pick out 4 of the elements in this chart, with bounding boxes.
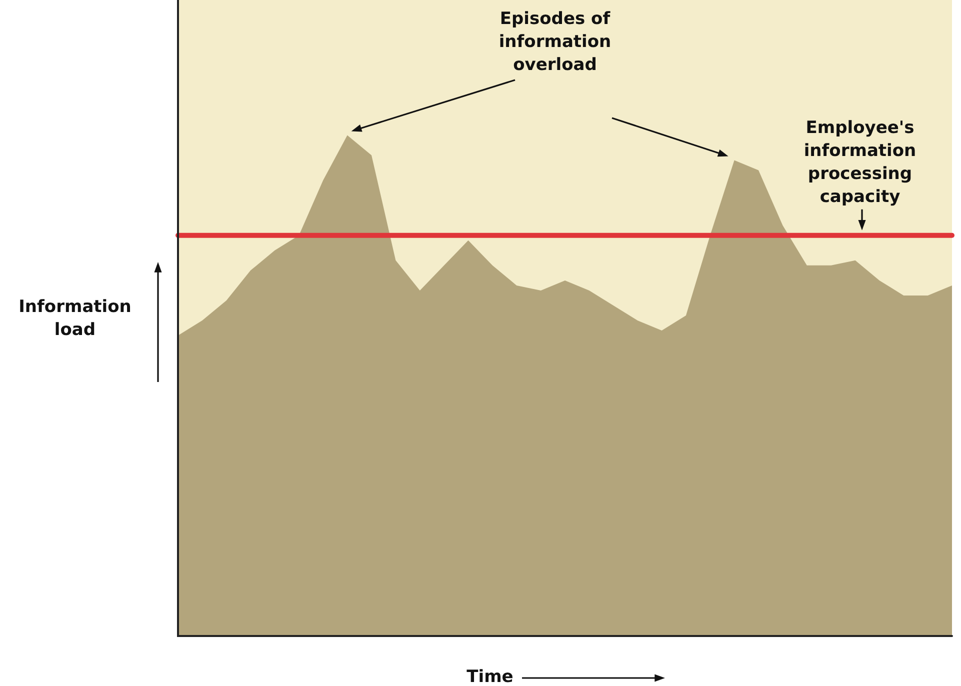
x-axis-title: Time (466, 666, 514, 686)
ref-line-label: Employee's information processing capacity (802, 117, 918, 210)
y-axis-title: Information load (18, 296, 132, 342)
text: Episodes of information overload (498, 8, 612, 77)
